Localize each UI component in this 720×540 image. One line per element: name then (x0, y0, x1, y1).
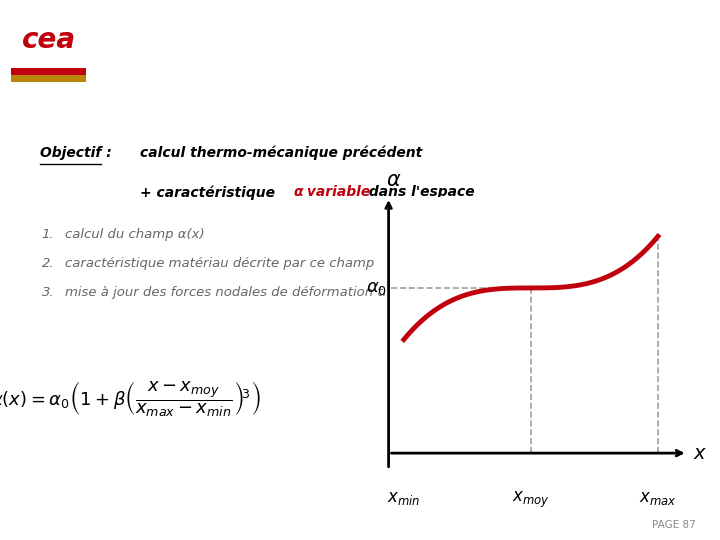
Text: $\alpha$: $\alpha$ (386, 171, 402, 191)
Text: PAGE 87: PAGE 87 (652, 520, 696, 530)
Text: Objectif :: Objectif : (40, 146, 112, 159)
Text: $\alpha_0$: $\alpha_0$ (366, 279, 387, 297)
Bar (12, 68, 86, 75)
Text: 2.: 2. (42, 256, 55, 270)
Text: CHARGEMENT THERMIQUE, MATÉRIAU VARIABLE: CHARGEMENT THERMIQUE, MATÉRIAU VARIABLE (218, 64, 617, 82)
Bar (12, 14, 86, 66)
Text: $x_{moy}$: $x_{moy}$ (512, 489, 550, 510)
Bar (12, 75, 86, 82)
Text: cea: cea (22, 26, 76, 55)
Text: $x_{min}$: $x_{min}$ (387, 489, 420, 508)
Text: caractéristique matériau décrite par ce champ: caractéristique matériau décrite par ce … (65, 256, 374, 270)
Text: + caractéristique: + caractéristique (140, 185, 280, 200)
Text: mise à jour des forces nodales de déformation thermique: mise à jour des forces nodales de déform… (65, 286, 446, 299)
Text: $\alpha(x) = \alpha_0\left(1 + \beta\left(\dfrac{x - x_{moy}}{x_{max} - x_{min}}: $\alpha(x) = \alpha_0\left(1 + \beta\lef… (0, 379, 261, 418)
Text: 3.: 3. (42, 286, 55, 299)
Text: calcul du champ α(x): calcul du champ α(x) (65, 228, 204, 241)
Text: 1.: 1. (42, 228, 55, 241)
Text: DE LA RECHERCHE A L'INDUSTRIE: DE LA RECHERCHE A L'INDUSTRIE (7, 15, 90, 21)
Text: dans l'espace: dans l'espace (364, 185, 474, 199)
Text: calcul thermo-mécanique précédent: calcul thermo-mécanique précédent (140, 145, 423, 160)
Text: $x_{max}$: $x_{max}$ (639, 489, 677, 508)
Text: variable: variable (302, 185, 370, 199)
Text: CHAP. 7 : MÉCANIQUE ÉLASTIQUE LINÉAIRE: CHAP. 7 : MÉCANIQUE ÉLASTIQUE LINÉAIRE (132, 18, 703, 44)
Text: $x$: $x$ (693, 444, 707, 463)
Text: α: α (293, 185, 302, 199)
